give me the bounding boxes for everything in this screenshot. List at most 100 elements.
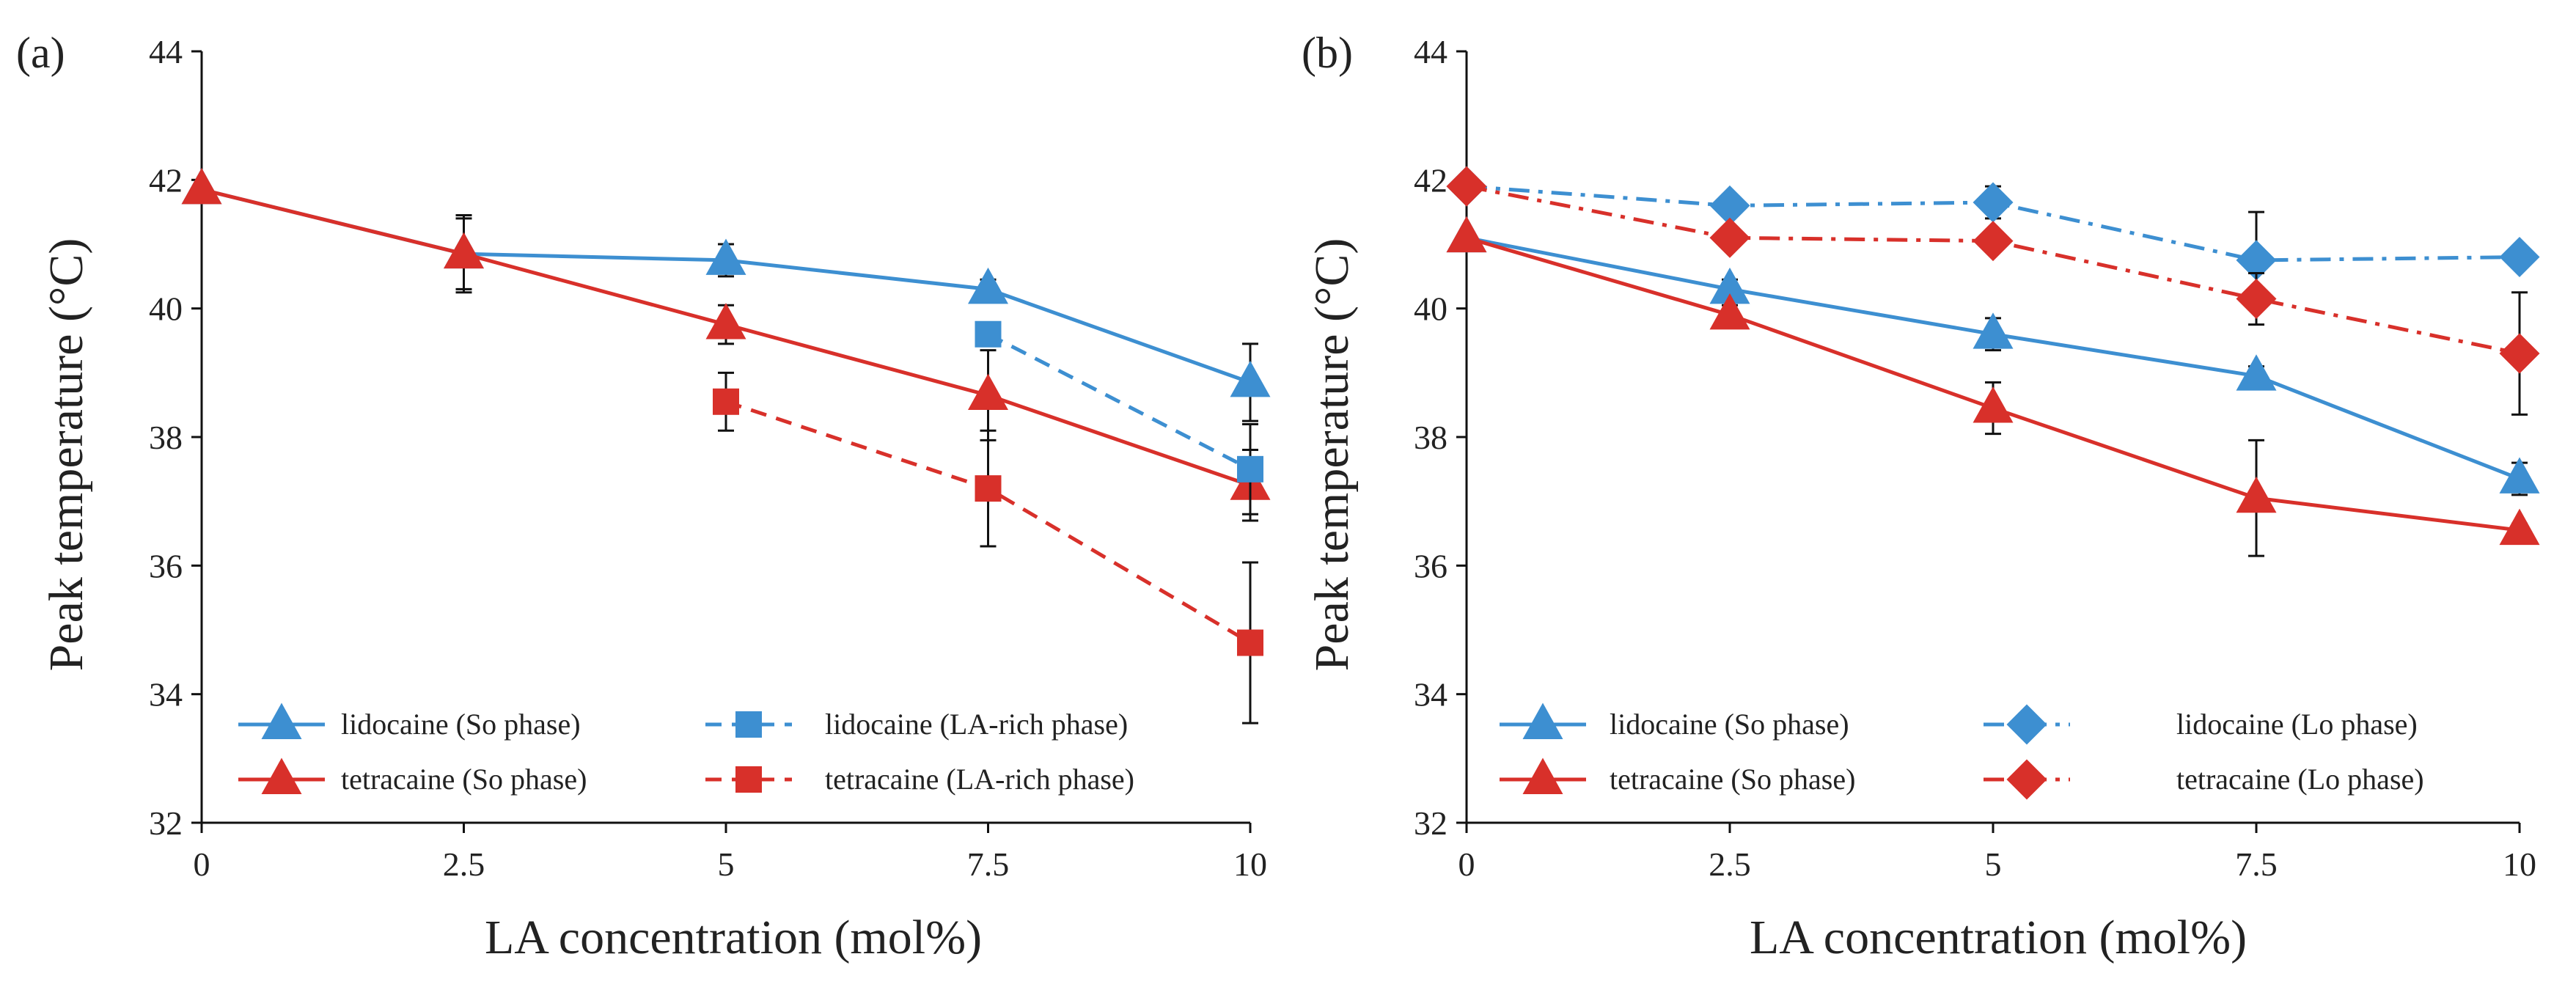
- panel-b-data-point: [2499, 333, 2540, 374]
- panel-a-y-tick-label: 32: [149, 804, 183, 842]
- panel-a-plot-area: 32 34 36 38 40 42 44 0 2.5 5 7.5 10: [149, 33, 1271, 883]
- panel-a-x-tick-label: 10: [1233, 845, 1267, 883]
- panel-b-legend-label: tetracaine (Lo phase): [2176, 763, 2424, 796]
- panel-b-data-point: [2236, 240, 2277, 281]
- panel-b-x-tick-label: 5: [1985, 845, 2002, 883]
- panel-a-legend-item: lidocaine (So phase): [238, 702, 581, 741]
- panel-a-y-tick-label: 44: [149, 33, 183, 70]
- panel-a-data-point: [1237, 629, 1263, 656]
- panel-b-legend-marker: [1522, 757, 1563, 794]
- panel-b-y-axis-title: Peak temperature (°C): [1305, 238, 1359, 672]
- panel-b-y-tick-label: 44: [1414, 33, 1447, 70]
- panel-a-legend-marker: [735, 766, 762, 793]
- panel-a-legend-label: tetracaine (So phase): [341, 763, 587, 796]
- panel-a-series-2: [975, 320, 1263, 515]
- panel-a-y-tick-label: 34: [149, 676, 183, 713]
- panel-a: (a) Peak temperature (°C) LA concentrati…: [16, 29, 1271, 964]
- panel-b-x-tick-label: 10: [2503, 845, 2536, 883]
- panel-a-legend-item: tetracaine (So phase): [238, 757, 587, 796]
- panel-a-x-tick-label: 7.5: [967, 845, 1010, 883]
- panel-a-x-axis-title: LA concentration (mol%): [485, 911, 982, 964]
- panel-b-x-axis-title: LA concentration (mol%): [1750, 911, 2247, 964]
- panel-a-x-tick-label: 2.5: [443, 845, 485, 883]
- panel-b-y-tick-label: 36: [1414, 547, 1447, 584]
- panel-b-legend-label: tetracaine (So phase): [1610, 763, 1855, 796]
- panel-b-legend-item: lidocaine (Lo phase): [1984, 704, 2418, 745]
- panel-a-legend: lidocaine (So phase) tetracaine (So phase…: [238, 702, 1134, 796]
- panel-a-series-1: [181, 168, 1271, 522]
- panel-a-y-tick-label: 38: [149, 419, 183, 456]
- panel-b-legend-marker: [2006, 759, 2047, 800]
- panel-a-legend-marker: [261, 757, 302, 794]
- panel-b-data-point: [1973, 221, 2014, 262]
- panel-b-data-point: [1709, 185, 1750, 226]
- panel-b-legend-item: tetracaine (So phase): [1500, 757, 1855, 796]
- panel-a-data-point: [705, 303, 746, 340]
- panel-b-legend-marker: [2006, 704, 2047, 745]
- panel-a-data-point: [968, 267, 1008, 304]
- panel-a-y-axis-title: Peak temperature (°C): [40, 238, 93, 672]
- panel-a-data-point: [1230, 361, 1271, 397]
- panel-b-x-tick-label: 0: [1458, 845, 1475, 883]
- panel-a-data-point: [705, 238, 746, 275]
- panel-b-label: (b): [1302, 29, 1353, 77]
- panel-b-data-point: [1446, 166, 1487, 207]
- panel-b-data-point: [2236, 279, 2277, 320]
- panel-b-series-line: [1466, 184, 2520, 356]
- panel-b-data-point: [2499, 457, 2540, 493]
- panel-a-y-tick-label: 42: [149, 161, 183, 199]
- panel-b: (b) Peak temperature (°C) LA concentrati…: [1302, 29, 2540, 964]
- panel-b-y-tick-label: 40: [1414, 290, 1447, 328]
- panel-b-data-point: [1446, 216, 1487, 253]
- panel-a-data-point: [444, 232, 484, 269]
- panel-a-legend-label: lidocaine (LA-rich phase): [825, 708, 1128, 741]
- panel-b-y-tick-label: 32: [1414, 804, 1447, 842]
- panel-b-legend-item: lidocaine (So phase): [1500, 702, 1849, 741]
- panel-a-data-point: [713, 388, 739, 415]
- panel-b-series-line: [1466, 235, 2520, 481]
- panel-a-y-tick-label: 40: [149, 290, 183, 328]
- panel-b-y-tick-label: 42: [1414, 161, 1447, 199]
- panel-b-legend: lidocaine (So phase) tetracaine (So phase…: [1500, 702, 2424, 800]
- panel-b-series-0: [1446, 216, 2540, 496]
- panel-a-legend-item: tetracaine (LA-rich phase): [705, 763, 1134, 796]
- panel-a-data-point: [968, 373, 1008, 410]
- panel-a-label: (a): [16, 29, 65, 77]
- panel-b-data-point: [2499, 508, 2540, 546]
- panel-b-data-point: [2499, 237, 2540, 278]
- panel-a-series-3: [713, 371, 1263, 724]
- panel-b-x-tick-label: 7.5: [2235, 845, 2278, 883]
- panel-b-legend-marker: [1522, 702, 1563, 739]
- panel-a-data-point: [975, 475, 1002, 502]
- panel-b-data-point: [1973, 386, 2014, 423]
- panel-b-legend-label: lidocaine (So phase): [1610, 708, 1849, 741]
- panel-b-data-point: [1709, 293, 1750, 330]
- panel-a-x-tick-label: 0: [194, 845, 210, 883]
- panel-a-data-point: [1237, 455, 1263, 483]
- panel-b-series-3: [1446, 166, 2540, 416]
- panel-b-series-1: [1446, 216, 2540, 557]
- panel-a-legend-item: lidocaine (LA-rich phase): [705, 708, 1128, 741]
- panel-a-series-line: [201, 188, 1251, 384]
- panel-a-legend-marker: [261, 702, 302, 739]
- panel-b-data-point: [1709, 267, 1750, 304]
- panel-b-data-point: [1973, 182, 2014, 223]
- panel-b-legend-label: lidocaine (Lo phase): [2176, 708, 2418, 741]
- panel-a-x-tick-label: 5: [718, 845, 735, 883]
- panel-a-legend-marker: [735, 711, 762, 738]
- panel-b-x-tick-label: 2.5: [1709, 845, 1751, 883]
- panel-a-data-point: [181, 168, 222, 205]
- panel-a-y-tick-label: 36: [149, 547, 183, 584]
- panel-a-legend-label: tetracaine (LA-rich phase): [825, 763, 1134, 796]
- panel-b-y-tick-label: 34: [1414, 676, 1447, 713]
- panel-b-data-point: [2236, 354, 2277, 391]
- panel-a-series-line: [987, 332, 1252, 472]
- panel-b-data-point: [2236, 476, 2277, 513]
- panel-a-legend-label: lidocaine (So phase): [341, 708, 581, 741]
- panel-b-data-point: [1709, 217, 1750, 258]
- panel-b-y-tick-label: 38: [1414, 419, 1447, 456]
- panel-a-data-point: [975, 320, 1002, 348]
- panel-b-data-point: [1973, 312, 2014, 349]
- panel-b-plot-area: 32 34 36 38 40 42 44 0 2.5 5 7.5 10: [1414, 33, 2540, 883]
